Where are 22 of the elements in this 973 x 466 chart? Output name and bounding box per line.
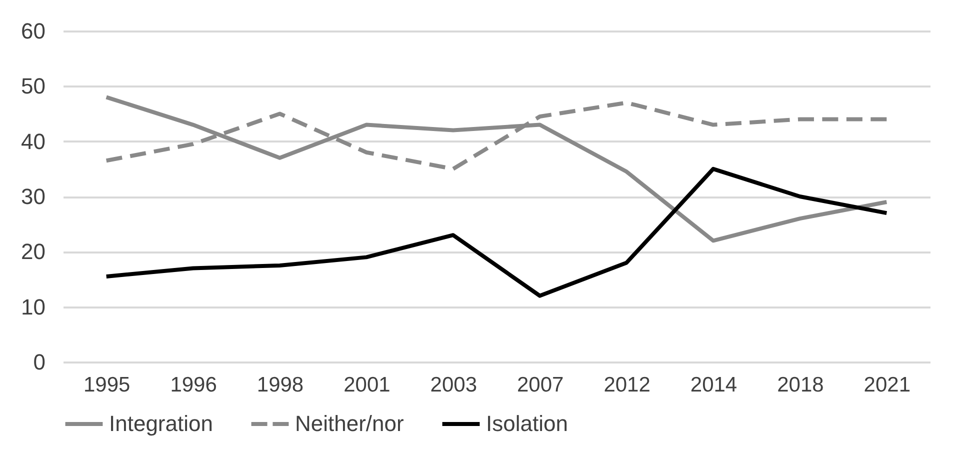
x-tick-label: 2001 xyxy=(344,374,390,396)
x-tick-label: 2003 xyxy=(430,374,478,396)
legend-label: Integration xyxy=(109,411,213,436)
x-tick-label: 1998 xyxy=(256,374,304,396)
y-tick-label: 10 xyxy=(21,294,46,320)
y-tick-label: 50 xyxy=(21,74,46,99)
x-tick-label: 2014 xyxy=(690,374,738,396)
y-tick-label: 0 xyxy=(33,350,46,374)
x-tick-label: 2012 xyxy=(604,374,650,396)
y-tick-label: 40 xyxy=(21,128,46,154)
x-tick-label: 1996 xyxy=(170,374,217,396)
x-tick-label: 2007 xyxy=(516,374,564,396)
y-tick-label: 60 xyxy=(21,18,46,44)
line-series xyxy=(104,95,889,243)
line-series xyxy=(104,166,889,298)
legend-label: Neither/nor xyxy=(295,411,404,436)
x-tick-label: 2018 xyxy=(777,374,824,396)
legend-label: Isolation xyxy=(486,411,568,436)
x-tick-label: 1995 xyxy=(83,374,130,396)
x-tick-label: 2021 xyxy=(864,374,911,396)
y-tick-label: 20 xyxy=(21,239,46,264)
y-tick-label: 30 xyxy=(21,184,46,209)
